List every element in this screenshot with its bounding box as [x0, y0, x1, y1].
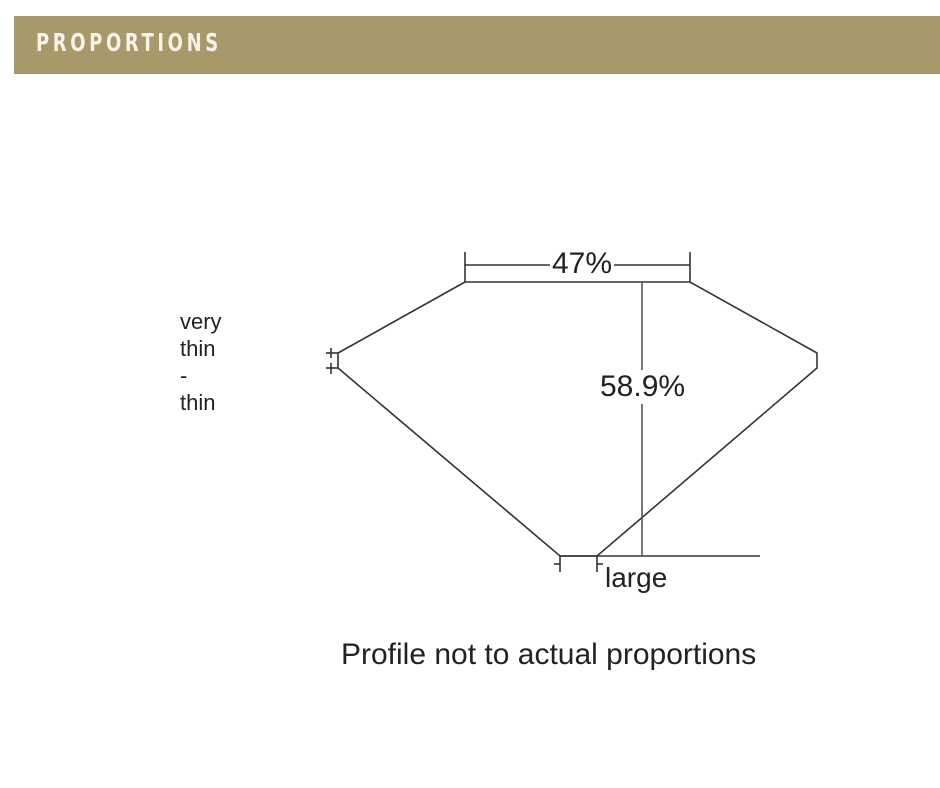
girdle-label-line: thin: [180, 390, 216, 415]
caption: Profile not to actual proportions: [341, 638, 757, 671]
girdle-label-line: very: [180, 309, 222, 334]
diamond-outline: [337, 281, 818, 557]
girdle-label: very thin - thin: [180, 308, 222, 416]
culet-label: large: [605, 562, 668, 593]
section-title: PROPORTIONS: [36, 28, 222, 57]
girdle-label-line: thin: [180, 336, 216, 361]
depth-percent-label: 58.9%: [600, 370, 686, 404]
girdle-label-line: -: [180, 363, 188, 388]
table-percent-label: 47%: [550, 247, 615, 281]
section-header: PROPORTIONS: [14, 16, 940, 74]
